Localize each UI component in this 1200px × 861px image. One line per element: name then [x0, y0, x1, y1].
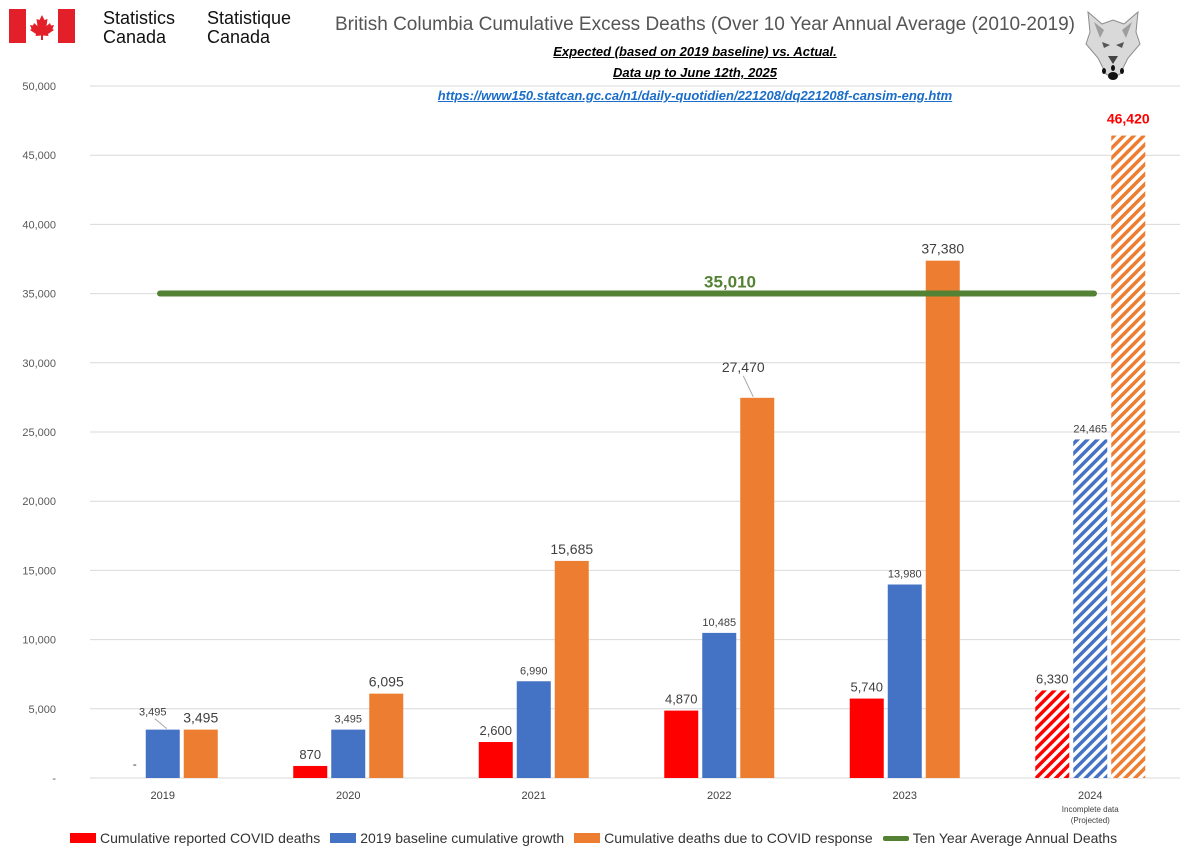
bar-covid-response [740, 397, 775, 778]
y-tick-label: - [52, 773, 56, 785]
legend-swatch-red [70, 833, 96, 843]
source-link[interactable]: https://www150.statcan.gc.ca/n1/daily-qu… [437, 88, 953, 103]
bar-covid-deaths [664, 710, 699, 778]
legend-item-covid-response: Cumulative deaths due to COVID response [574, 830, 873, 846]
chart-legend: Cumulative reported COVID deaths 2019 ba… [70, 828, 1127, 848]
logo-en-line1: Statistics [103, 8, 176, 28]
bar-covid-deaths [478, 742, 513, 778]
y-tick-label: 45,000 [22, 150, 56, 162]
canada-flag-icon [9, 9, 75, 43]
y-tick-label: 25,000 [22, 427, 56, 439]
ten-year-average-label: 35,010 [704, 272, 756, 291]
legend-label: Ten Year Average Annual Deaths [912, 830, 1118, 846]
y-tick-label: 20,000 [22, 496, 56, 508]
legend-label: Cumulative reported COVID deaths [100, 830, 321, 846]
bar-covid-response [1111, 135, 1146, 779]
x-tick-label: 2019 [151, 790, 175, 802]
leader-line [742, 375, 754, 398]
y-tick-label: 40,000 [22, 219, 56, 231]
data-label: 6,095 [369, 674, 404, 690]
y-tick-label: 30,000 [22, 358, 56, 370]
bar-covid-response [183, 729, 218, 778]
bar-baseline-growth [516, 681, 551, 778]
chart-title: British Columbia Cumulative Excess Death… [335, 14, 1075, 35]
data-label: 24,465 [1073, 423, 1107, 435]
y-tick-label: 50,000 [22, 81, 56, 93]
legend-swatch-orange [574, 833, 601, 843]
bar-baseline-growth [145, 729, 180, 778]
x-tick-label: 2024 [1078, 790, 1102, 802]
x-tick-label: 2020 [336, 790, 360, 802]
data-label: 3,495 [183, 710, 218, 726]
data-label: 5,740 [850, 680, 883, 695]
x-tick-label: 2021 [522, 790, 546, 802]
bar-baseline-growth [887, 584, 922, 778]
data-label: 15,685 [550, 541, 593, 557]
data-label: 2,600 [479, 723, 512, 738]
data-label: 37,380 [921, 241, 964, 257]
legend-label: 2019 baseline cumulative growth [360, 830, 565, 846]
bar-covid-response [925, 260, 960, 779]
bar-covid-deaths [1035, 690, 1070, 778]
chart-subtitle-line1: Expected (based on 2019 baseline) vs. Ac… [553, 44, 837, 59]
data-label: 6,330 [1036, 671, 1069, 686]
data-label: 46,420 [1107, 111, 1150, 127]
legend-swatch-blue [330, 833, 357, 843]
bar-baseline-growth [331, 729, 366, 778]
data-label: - [133, 757, 137, 771]
leader-line [154, 718, 168, 730]
logo-fr-line2: Canada [207, 27, 271, 47]
data-label: 6,990 [520, 665, 548, 677]
data-label: 10,485 [702, 617, 736, 629]
y-tick-label: 35,000 [22, 289, 56, 301]
data-label: 27,470 [722, 359, 765, 375]
data-label: 870 [299, 747, 321, 762]
wolf-emblem-icon [1085, 10, 1141, 80]
y-tick-label: 15,000 [22, 565, 56, 577]
bar-covid-deaths [293, 765, 328, 778]
bar-covid-response [369, 693, 404, 778]
legend-item-ten-year-average: Ten Year Average Annual Deaths [882, 830, 1118, 846]
category-note: Incomplete data [1062, 805, 1119, 814]
data-label: 3,495 [334, 714, 362, 726]
y-tick-label: 5,000 [28, 704, 56, 716]
x-tick-label: 2023 [893, 790, 917, 802]
x-tick-label: 2022 [707, 790, 731, 802]
bar-baseline-growth [1073, 439, 1108, 778]
bar-covid-deaths [849, 698, 884, 778]
y-tick-label: 10,000 [22, 635, 56, 647]
logo-fr-line1: Statistique [207, 8, 292, 28]
bar-baseline-growth [702, 632, 737, 778]
logo-en-line2: Canada [103, 27, 167, 47]
bar-covid-response [554, 560, 589, 778]
data-label: 3,495 [139, 707, 167, 719]
legend-item-covid-deaths: Cumulative reported COVID deaths [70, 830, 320, 846]
legend-item-baseline-growth: 2019 baseline cumulative growth [330, 830, 564, 846]
legend-label: Cumulative deaths due to COVID response [604, 830, 873, 846]
chart-subtitle-line2: Data up to June 12th, 2025 [613, 65, 777, 80]
data-label: 13,980 [888, 569, 922, 581]
legend-swatch-green-line [882, 835, 909, 841]
data-label: 4,870 [665, 692, 698, 707]
category-note: (Projected) [1071, 816, 1110, 825]
